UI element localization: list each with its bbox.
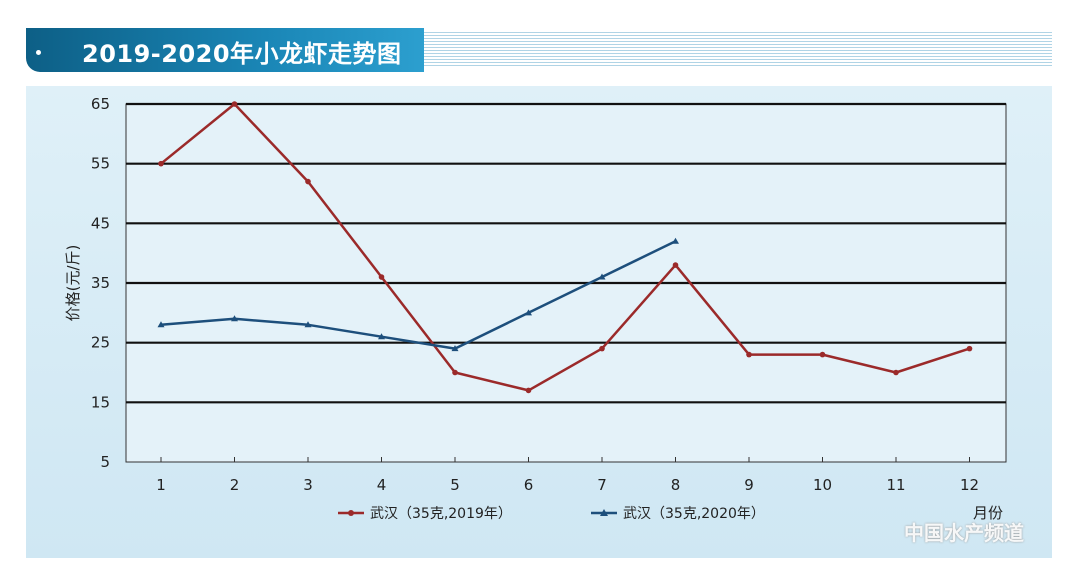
x-tick-label-9: 9 xyxy=(744,476,754,494)
title-dot xyxy=(36,50,41,55)
legend-label-1: 武汉（35克,2019年） xyxy=(370,506,512,522)
x-tick-label-10: 10 xyxy=(813,476,832,494)
data-point-s1-11 xyxy=(893,369,899,376)
legend-label-2: 武汉（35克,2020年） xyxy=(623,506,765,522)
data-point-s1-6 xyxy=(525,387,532,394)
x-tick-label-7: 7 xyxy=(597,476,607,494)
y-tick-label-25: 25 xyxy=(91,334,110,352)
chart-panel: 1 2 3 4 5 6 7 8 9 10 11 12 5 15 25 35 45 55 65 价格(元/斤) 月份… xyxy=(26,86,1052,558)
y-tick-label-35: 35 xyxy=(91,274,110,292)
data-point-s2-6 xyxy=(525,309,532,316)
data-point-s2-5 xyxy=(451,345,459,352)
data-point-s1-5 xyxy=(452,369,458,376)
x-tick-label-4: 4 xyxy=(377,476,387,494)
data-point-s1-4 xyxy=(378,274,385,280)
x-tick-label-12: 12 xyxy=(960,476,979,494)
x-tick-label-3: 3 xyxy=(303,476,313,494)
data-point-s1-9 xyxy=(746,351,752,358)
y-tick-label-65: 65 xyxy=(91,95,110,113)
y-tick-label-45: 45 xyxy=(91,214,110,232)
chart-title: 2019-2020年小龙虾走势图 xyxy=(82,40,402,68)
series-line-2 xyxy=(160,240,677,350)
data-point-s1-12 xyxy=(966,345,973,352)
data-point-s1-1 xyxy=(158,160,164,167)
x-tick-label-6: 6 xyxy=(524,476,534,494)
data-point-s1-10 xyxy=(819,351,826,358)
x-tick-label-1: 1 xyxy=(156,476,166,494)
x-tick-label-8: 8 xyxy=(671,476,681,494)
watermark-logo: 中国水产频道 xyxy=(904,521,1024,545)
y-tick-label-55: 55 xyxy=(91,155,110,173)
data-point-s2-8 xyxy=(672,237,679,244)
y-tick-label-15: 15 xyxy=(91,393,110,411)
title-stripes-decoration xyxy=(424,32,1052,68)
data-point-s2-1 xyxy=(157,321,165,328)
data-point-s2-7 xyxy=(598,273,606,280)
x-tick-label-2: 2 xyxy=(230,476,240,494)
x-tick-label-5: 5 xyxy=(450,476,460,494)
x-axis-title: 月份 xyxy=(973,504,1003,522)
series-line-1 xyxy=(160,102,970,392)
data-point-s2-4 xyxy=(378,333,385,340)
data-point-s1-3 xyxy=(305,178,311,185)
data-point-s1-2 xyxy=(231,101,238,107)
data-point-s2-2 xyxy=(231,315,238,322)
legend-marker-1 xyxy=(348,510,354,516)
legend-marker-2 xyxy=(600,509,608,516)
title-banner: 2019-2020年小龙虾走势图 xyxy=(26,28,424,72)
data-point-s2-3 xyxy=(304,321,312,328)
data-point-s1-7 xyxy=(599,345,605,352)
data-point-s1-8 xyxy=(672,262,679,268)
y-tick-label-5: 5 xyxy=(100,453,110,471)
y-axis-title: 价格(元/斤) xyxy=(64,245,82,322)
x-tick-label-11: 11 xyxy=(886,476,905,494)
